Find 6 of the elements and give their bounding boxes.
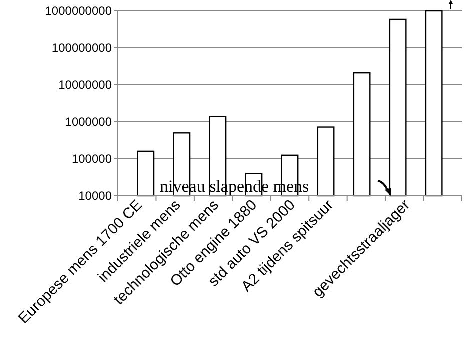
y-tick-label: 100000	[72, 152, 112, 166]
y-tick-label: 1000000	[65, 115, 112, 130]
y-tick-label: 10000000	[58, 78, 112, 92]
y-tick-label: 1000000000	[45, 4, 112, 18]
y-tick-label: 10000	[78, 189, 112, 204]
y-tick-label: 100000000	[52, 41, 112, 56]
